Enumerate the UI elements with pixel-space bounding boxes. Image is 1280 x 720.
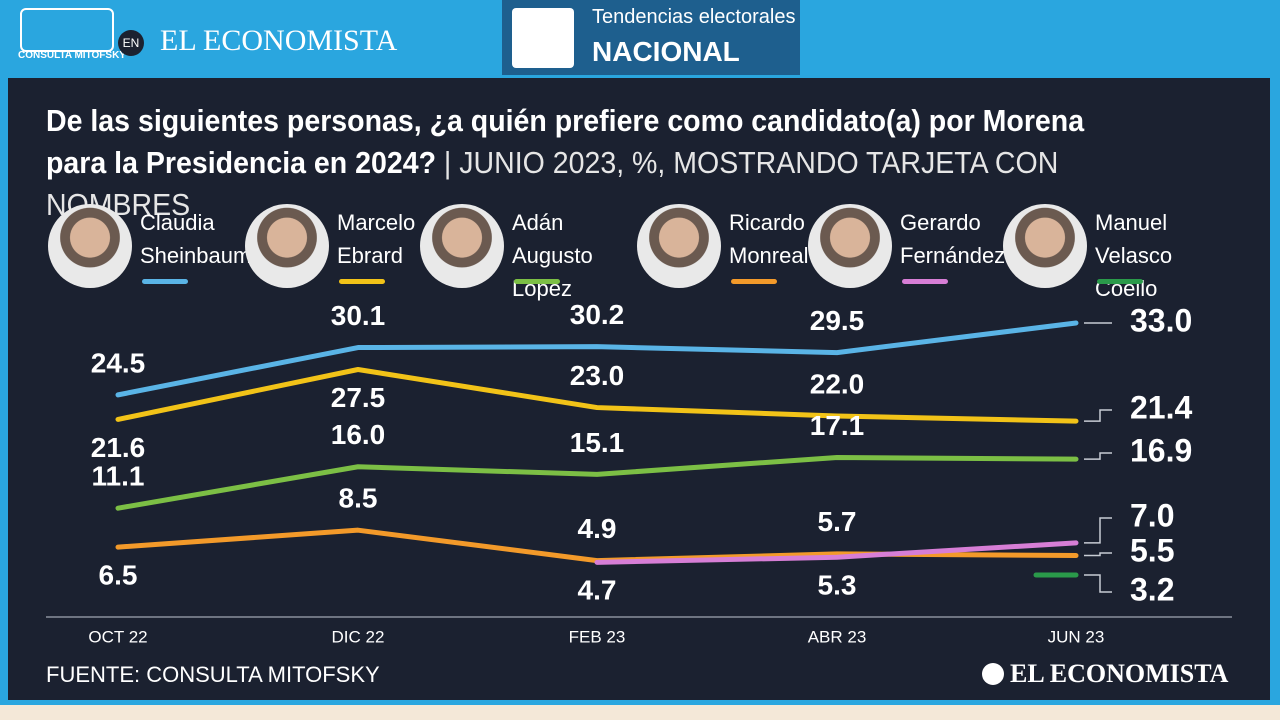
- legend-label: Gerardo Fernández: [900, 210, 1006, 268]
- en-badge: EN: [118, 30, 144, 56]
- series-line: [115, 367, 1079, 424]
- data-label: 11.1: [92, 461, 145, 492]
- series-line: [115, 454, 1079, 511]
- badge-line2: NACIONAL: [592, 36, 740, 67]
- end-label: 7.0: [1130, 497, 1174, 533]
- separator: |: [443, 145, 452, 180]
- label-connector: [1084, 574, 1112, 593]
- series-line: [115, 320, 1079, 398]
- badge: Tendencias electorales NACIONAL: [502, 0, 800, 75]
- mitofsky-icon: [20, 8, 114, 52]
- x-tick-label: DIC 22: [332, 627, 385, 646]
- legend-entry: Manuel Velasco Coello: [1003, 202, 1203, 301]
- data-label: 27.5: [331, 382, 386, 413]
- candidate-photo: [637, 204, 721, 288]
- data-label: 23.0: [570, 360, 625, 391]
- data-label: 16.0: [331, 419, 386, 450]
- data-label: 24.5: [91, 347, 146, 378]
- label-connector: [1084, 452, 1112, 460]
- chart-subtitle: JUNIO 2023, %, MOSTRANDO TARJETA CON NOM…: [46, 145, 1059, 222]
- legend-swatch: [1097, 279, 1143, 284]
- legend-swatch: [731, 279, 777, 284]
- legend-entry: Gerardo Fernández: [808, 202, 1008, 292]
- end-label: 3.2: [1130, 571, 1174, 607]
- end-label: 33.0: [1130, 302, 1192, 338]
- x-tick-label: ABR 23: [808, 627, 867, 646]
- label-connector: [1084, 517, 1112, 544]
- candidate-photo: [808, 204, 892, 288]
- x-tick-label: JUN 23: [1048, 627, 1105, 646]
- footer-logo: EL ECONOMISTA: [1010, 659, 1229, 688]
- data-label: 22.0: [810, 368, 865, 399]
- x-tick-label: FEB 23: [569, 627, 626, 646]
- candidate-photo: [48, 204, 132, 288]
- legend-swatch: [902, 279, 948, 284]
- newspaper: EL ECONOMISTA: [160, 24, 398, 57]
- legend-swatch: [339, 279, 385, 284]
- data-label: 4.7: [578, 575, 617, 606]
- legend-swatch: [514, 279, 560, 284]
- data-label: 30.2: [570, 299, 625, 330]
- brand: CONSULTA MITOFSKY: [18, 50, 126, 61]
- data-label: 5.3: [818, 570, 857, 601]
- data-label: 8.5: [339, 483, 378, 514]
- chart-title: De las siguientes personas, ¿a quién pre…: [46, 103, 1085, 180]
- end-label: 5.5: [1130, 532, 1174, 568]
- source: FUENTE: CONSULTA MITOFSKY: [46, 662, 380, 687]
- legend-entry: Ricardo Monreal: [637, 202, 837, 292]
- end-label: 21.4: [1130, 389, 1192, 425]
- chart-panel: [8, 78, 1270, 700]
- legend-entry: Adán Augusto López: [420, 202, 620, 301]
- bottom-strip: [0, 705, 1280, 720]
- chart-title-block: De las siguientes personas, ¿a quién pre…: [46, 100, 1086, 226]
- legend-label: Ricardo Monreal: [729, 210, 809, 268]
- data-label: 6.5: [99, 559, 138, 590]
- label-connector: [1084, 409, 1112, 422]
- ballot-icon: [512, 8, 574, 68]
- data-label: 30.1: [331, 300, 386, 331]
- data-label: 21.6: [91, 432, 146, 463]
- candidate-photo: [1003, 204, 1087, 288]
- candidate-photo: [420, 204, 504, 288]
- end-label: 16.9: [1130, 432, 1192, 468]
- badge-line1: Tendencias electorales: [592, 6, 796, 28]
- data-label: 29.5: [810, 305, 865, 336]
- footer-logo-icon: [982, 663, 1004, 685]
- data-label: 17.1: [810, 410, 865, 441]
- series-line: [594, 540, 1079, 565]
- data-label: 5.7: [818, 506, 857, 537]
- candidate-photo: [245, 204, 329, 288]
- legend-label: Claudia Sheinbaum: [140, 210, 252, 268]
- data-label: 15.1: [570, 427, 625, 458]
- x-tick-label: OCT 22: [88, 627, 147, 646]
- legend-label: Marcelo Ebrard: [337, 210, 416, 268]
- label-connector: [1084, 552, 1112, 557]
- legend-entry: Marcelo Ebrard: [245, 202, 445, 292]
- legend-entry: Claudia Sheinbaum: [48, 202, 252, 292]
- legend-label: Manuel Velasco Coello: [1095, 210, 1173, 301]
- legend-swatch: [142, 279, 188, 284]
- data-label: 4.9: [578, 513, 617, 544]
